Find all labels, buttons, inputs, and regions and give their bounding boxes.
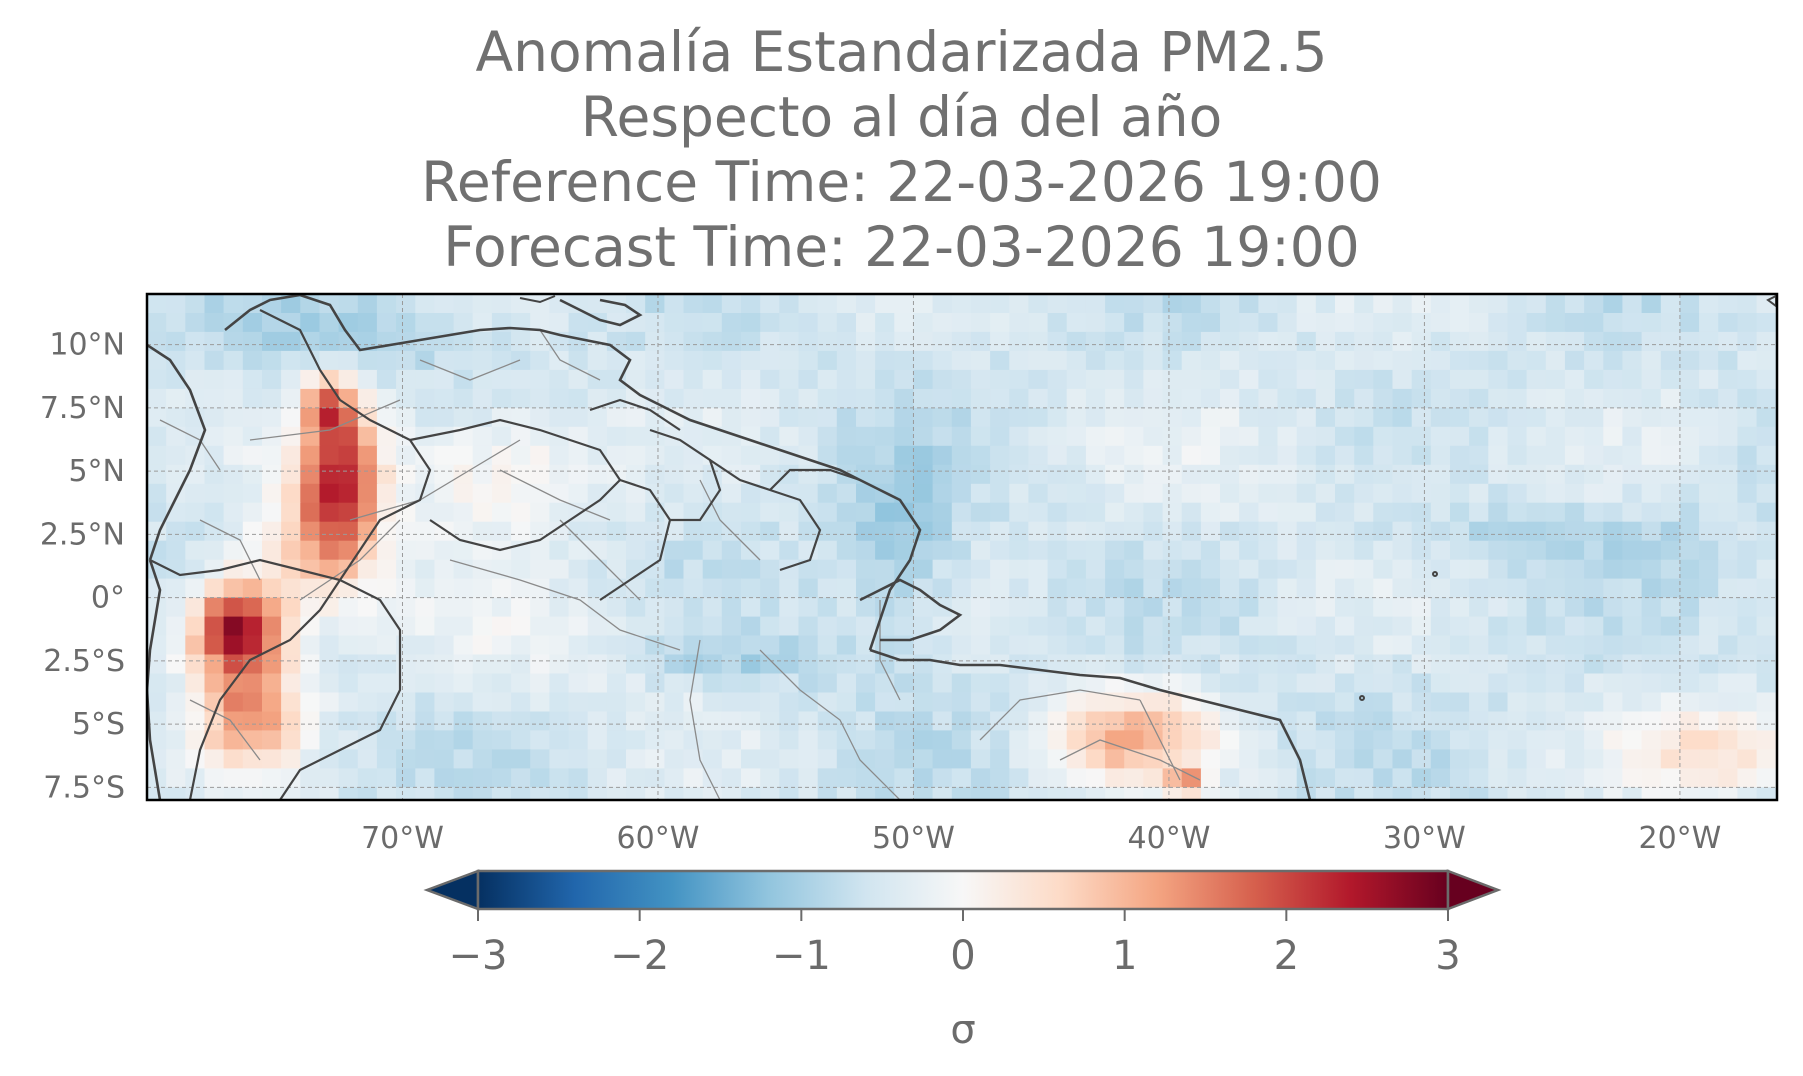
lat-tick-label: 5°S — [72, 707, 125, 742]
title-line-3: Reference Time: 22-03-2026 19:00 — [421, 150, 1382, 214]
country-borders — [149, 309, 861, 800]
colorbar-ticks: −3 −2 −1 0 1 2 3 — [449, 909, 1461, 979]
title-line-1: Anomalía Estandarizada PM2.5 — [475, 20, 1328, 84]
colorbar-tick-label: 2 — [1274, 933, 1299, 979]
colorbar: −3 −2 −1 0 1 2 3 σ — [423, 869, 1502, 1053]
coastlines — [147, 294, 1312, 800]
gridlines — [147, 294, 1777, 800]
colorbar-label: σ — [950, 1007, 975, 1053]
lon-tick-label: 30°W — [1383, 821, 1466, 856]
colorbar-bar — [476, 869, 1450, 911]
lon-tick-label: 50°W — [872, 821, 955, 856]
lon-tick-label: 70°W — [361, 821, 444, 856]
map-panel — [147, 294, 1777, 800]
anomaly-field — [147, 294, 1777, 800]
lat-tick-label: 7.5°N — [40, 391, 125, 426]
colorbar-tick-label: 3 — [1435, 933, 1460, 979]
colorbar-tick-label: −3 — [449, 933, 508, 979]
lat-tick-label: 2.5°S — [43, 644, 125, 679]
lon-tick-label: 60°W — [617, 821, 700, 856]
colorbar-tick-label: −1 — [772, 933, 831, 979]
colorbar-tick-label: −2 — [610, 933, 669, 979]
map-title: Anomalía Estandarizada PM2.5 Respecto al… — [0, 20, 1803, 280]
state-borders — [159, 329, 1201, 800]
title-line-4: Forecast Time: 22-03-2026 19:00 — [443, 215, 1360, 279]
title-line-2: Respecto al día del año — [580, 85, 1223, 149]
lat-tick-label: 2.5°N — [40, 517, 125, 552]
islands — [519, 294, 1777, 701]
lat-tick-label: 0° — [91, 581, 125, 616]
lat-tick-label: 5°N — [68, 454, 125, 489]
colorbar-extend-low — [423, 869, 480, 911]
lat-tick-label: 10°N — [49, 328, 125, 363]
lon-tick-label: 40°W — [1128, 821, 1211, 856]
lon-tick-label: 20°W — [1638, 821, 1721, 856]
longitude-labels: 70°W 60°W 50°W 40°W 30°W 20°W — [361, 821, 1721, 856]
map-frame — [145, 292, 1779, 802]
colorbar-extend-high — [1446, 869, 1502, 911]
colorbar-tick-label: 0 — [950, 933, 975, 979]
latitude-labels: 10°N 7.5°N 5°N 2.5°N 0° 2.5°S 5°S 7.5°S — [40, 328, 125, 806]
lat-tick-label: 7.5°S — [43, 770, 125, 805]
colorbar-tick-label: 1 — [1112, 933, 1137, 979]
